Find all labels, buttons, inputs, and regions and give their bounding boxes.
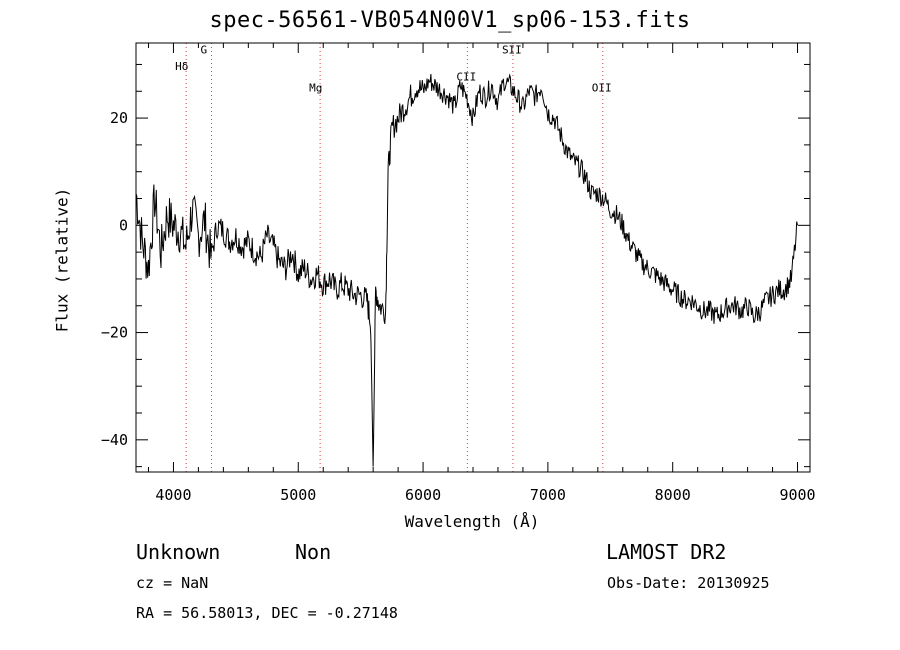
y-tick-label-0: −40 <box>101 431 128 449</box>
spectral-line-label-5: OII <box>592 81 612 94</box>
x-tick-label-4: 8000 <box>655 486 691 504</box>
survey-name: LAMOST DR2 <box>606 540 727 564</box>
spectral-line-label-0: Hδ <box>175 60 188 73</box>
x-tick-label-5: 9000 <box>779 486 815 504</box>
spectral-line-label-4: SII <box>502 44 522 57</box>
x-axis-label: Wavelength (Å) <box>404 512 540 531</box>
object-subclass: Non <box>295 540 332 564</box>
x-axis-ticks: 4000 5000 6000 7000 8000 9000 <box>147 43 816 504</box>
observation-date: Obs-Date: 20130925 <box>607 574 770 592</box>
y-tick-label-3: 20 <box>110 109 128 127</box>
x-tick-label-0: 4000 <box>155 486 191 504</box>
x-tick-label-1: 5000 <box>280 486 316 504</box>
object-class: Unknown <box>136 540 221 564</box>
y-axis-ticks: −40 −20 0 20 <box>101 63 810 468</box>
spectral-line-labels: Hδ G Mg CII SII OII <box>175 44 612 95</box>
plot-frame <box>135 42 811 473</box>
chart-title: spec-56561-VB054N00V1_sp06-153.fits <box>209 8 691 33</box>
redshift-cz: cz = NaN <box>136 574 209 592</box>
x-tick-label-2: 6000 <box>405 486 441 504</box>
y-tick-label-1: −20 <box>101 324 128 342</box>
coordinates: RA = 56.58013, DEC = -0.27148 <box>136 604 398 622</box>
y-tick-label-2: 0 <box>119 216 128 234</box>
flux-series-line <box>135 73 798 467</box>
y-axis-label: Flux (relative) <box>52 187 72 333</box>
spectral-line-label-3: CII <box>456 71 476 84</box>
x-tick-label-3: 7000 <box>530 486 566 504</box>
spectral-line-label-1: G <box>201 44 208 57</box>
spectral-line-markers <box>185 43 604 472</box>
spectral-line-label-2: Mg <box>309 81 322 94</box>
